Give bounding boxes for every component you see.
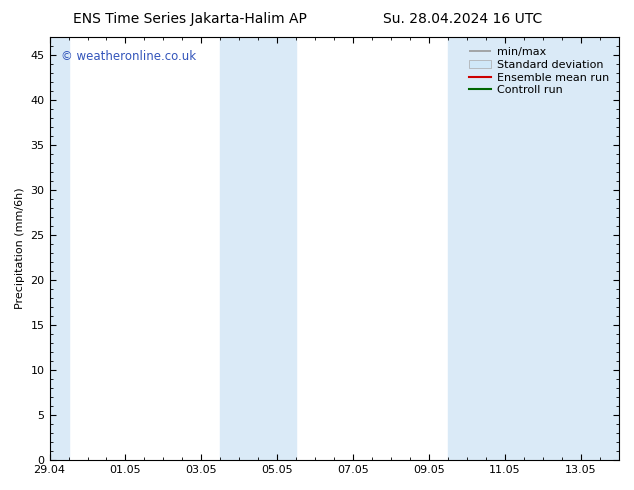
Text: Su. 28.04.2024 16 UTC: Su. 28.04.2024 16 UTC xyxy=(383,12,543,26)
Text: © weatheronline.co.uk: © weatheronline.co.uk xyxy=(61,50,196,63)
Bar xyxy=(221,37,296,460)
Legend: min/max, Standard deviation, Ensemble mean run, Controll run: min/max, Standard deviation, Ensemble me… xyxy=(465,43,614,100)
Text: ENS Time Series Jakarta-Halim AP: ENS Time Series Jakarta-Halim AP xyxy=(74,12,307,26)
Bar xyxy=(30,37,68,460)
Bar xyxy=(448,37,634,460)
Y-axis label: Precipitation (mm/6h): Precipitation (mm/6h) xyxy=(15,188,25,309)
